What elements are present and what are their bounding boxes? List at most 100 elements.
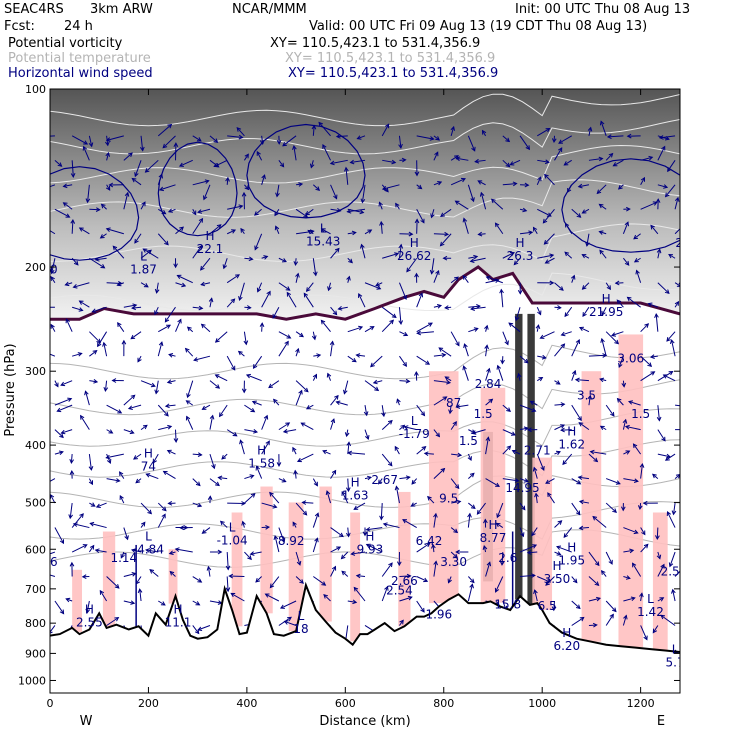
wind-vector (223, 258, 228, 269)
wind-vector (88, 545, 95, 553)
wind-vector-head (379, 515, 384, 521)
wind-vector (416, 135, 434, 140)
wind-vector-head (661, 145, 666, 151)
wind-vector-head (167, 500, 173, 506)
wind-vector (302, 501, 314, 504)
wind-vector (398, 307, 402, 325)
wind-vector (416, 446, 426, 455)
wind-vector (515, 307, 521, 321)
isentrope-line (50, 379, 680, 416)
wind-vector-head (337, 306, 343, 311)
wind-vector (155, 380, 159, 394)
wind-vector (554, 282, 564, 291)
wind-vector-head (557, 520, 563, 525)
wind-vector (328, 282, 332, 291)
wind-vector-head (306, 405, 311, 410)
wind-vector (274, 535, 280, 553)
wind-vector (554, 520, 562, 528)
wind-vector-head (311, 335, 317, 341)
wind-vector (571, 502, 581, 515)
wind-vector-head (666, 336, 671, 342)
wind-vector (613, 159, 624, 167)
wind-vector (535, 493, 538, 504)
wind-vector-head (105, 137, 111, 142)
wind-vector-head (494, 587, 500, 593)
wind-vector-head (82, 544, 88, 549)
wind-vector-head (366, 475, 373, 481)
wind-vector-head (620, 506, 626, 512)
wind-vector (275, 226, 280, 234)
wind-vector (537, 208, 552, 217)
wind-vector (163, 470, 176, 480)
wind-vector (209, 415, 214, 430)
wind-vector-head (660, 563, 665, 569)
wind-vector-head (295, 272, 300, 278)
wind-vector-head (60, 381, 66, 387)
wind-vector-head (265, 524, 271, 530)
wind-vector-head (225, 565, 231, 571)
wind-vector (312, 513, 319, 528)
wind-vector (244, 493, 256, 504)
wind-vector (601, 338, 607, 357)
wind-vector (582, 282, 590, 290)
wind-vector-head (598, 203, 604, 209)
wind-vector-head (560, 402, 566, 407)
wind-vector (399, 596, 412, 602)
contour-label: 1.5 (459, 434, 478, 448)
wind-vector-head (578, 326, 584, 331)
wind-vector-head (82, 145, 88, 151)
wind-vector-head (499, 561, 505, 566)
wind-vector-head (111, 378, 117, 383)
extremum-letter: L (672, 642, 679, 656)
wind-vector-head (177, 318, 182, 324)
wind-vector-head (639, 462, 645, 468)
wind-vector (395, 486, 400, 504)
wind-vector (652, 473, 659, 479)
wind-vector (485, 368, 490, 381)
wind-vector-head (453, 528, 459, 534)
wind-vector-head (285, 286, 291, 291)
wind-vector (674, 474, 680, 479)
wind-vector-head (671, 588, 676, 594)
wind-vector-head (176, 274, 182, 279)
wind-vector-head (549, 253, 555, 259)
contour-label: 6.42 (416, 534, 443, 548)
wind-vector (167, 380, 176, 383)
wind-vector (209, 135, 218, 143)
wind-vector-head (648, 155, 654, 161)
wind-vector (640, 355, 652, 367)
wind-vector (544, 174, 555, 186)
wind-vector (471, 306, 486, 310)
wind-vector-head (89, 544, 95, 550)
wind-vector (672, 589, 676, 602)
wind-vector-head (164, 411, 169, 417)
x-tick-label: 200 (138, 697, 159, 710)
wind-vector-head (50, 323, 55, 329)
wind-vector-head (599, 425, 605, 431)
wind-vector (633, 443, 642, 455)
wind-vector-head (322, 449, 328, 455)
wind-vector-head (529, 400, 535, 405)
wind-vector (140, 135, 144, 151)
x-tick-label: 800 (433, 697, 454, 710)
wind-vector (665, 184, 676, 197)
convective-shading (398, 491, 411, 627)
wind-vector-head (158, 186, 164, 192)
wind-vector-head (314, 512, 320, 518)
wind-vector (353, 502, 366, 510)
wind-vector (468, 473, 475, 479)
wind-vector-head (130, 334, 136, 340)
wind-vector-head (571, 369, 577, 375)
wind-vector-head (120, 553, 125, 559)
wind-vector (427, 496, 435, 504)
wind-vector-head (114, 617, 120, 622)
wind-vector-head (44, 481, 48, 484)
wind-vector (564, 159, 572, 166)
wind-vector-head (299, 579, 304, 584)
wind-vector (336, 135, 348, 138)
wind-vector (187, 326, 194, 333)
wind-vector-head (272, 504, 278, 509)
wind-vector-head (658, 135, 664, 140)
wind-vector-head (141, 201, 146, 207)
wind-vector (106, 228, 124, 235)
